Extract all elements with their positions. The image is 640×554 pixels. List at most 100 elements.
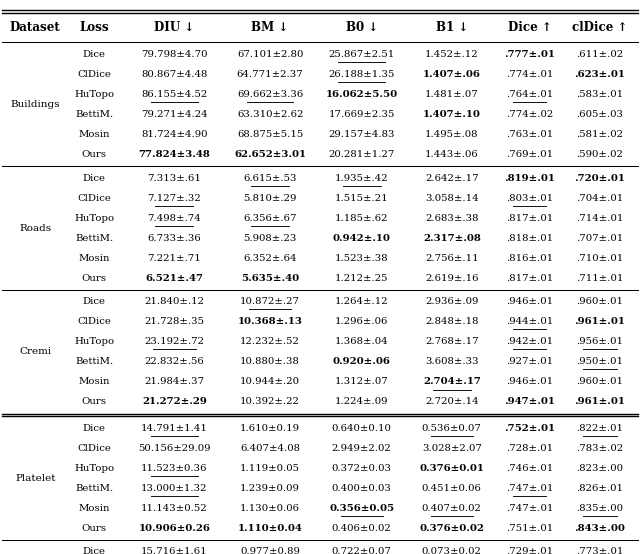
Text: ClDice: ClDice [77,70,111,79]
Text: .777±.01: .777±.01 [504,50,555,59]
Text: 6.352±.64: 6.352±.64 [243,254,297,263]
Text: .956±.01: .956±.01 [576,337,623,346]
Text: 0.406±0.02: 0.406±0.02 [332,524,392,533]
Text: Mosin: Mosin [79,254,110,263]
Text: 0.376±0.01: 0.376±0.01 [419,464,484,473]
Text: 1.452±.12: 1.452±.12 [425,50,479,59]
Text: 1.212±.25: 1.212±.25 [335,274,388,283]
Text: 1.481±.07: 1.481±.07 [425,90,479,99]
Text: .747±.01: .747±.01 [506,484,553,493]
Text: Cremi: Cremi [19,347,51,356]
Text: 7.498±.74: 7.498±.74 [148,214,202,223]
Text: 5.635±.40: 5.635±.40 [241,274,299,283]
Text: BettiM.: BettiM. [75,234,113,243]
Text: 0.451±0.06: 0.451±0.06 [422,484,482,493]
Text: 80.867±4.48: 80.867±4.48 [141,70,207,79]
Text: 21.840±.12: 21.840±.12 [145,297,204,306]
Text: 21.272±.29: 21.272±.29 [142,397,207,407]
Text: 26.188±1.35: 26.188±1.35 [328,70,395,79]
Text: 5.908±.23: 5.908±.23 [243,234,297,243]
Text: 3.058±.14: 3.058±.14 [425,193,479,203]
Text: 6.356±.67: 6.356±.67 [243,214,297,223]
Text: .773±.01: .773±.01 [576,547,623,554]
Text: Buildings: Buildings [11,100,60,109]
Text: 21.728±.35: 21.728±.35 [145,317,204,326]
Text: Mosin: Mosin [79,377,110,386]
Text: 1.110±0.04: 1.110±0.04 [237,524,303,533]
Text: 1.495±.08: 1.495±.08 [425,130,479,139]
Text: 11.143±0.52: 11.143±0.52 [141,504,208,513]
Text: .590±.02: .590±.02 [577,150,623,159]
Text: 2.720±.14: 2.720±.14 [425,397,479,407]
Text: 0.536±0.07: 0.536±0.07 [422,424,482,433]
Text: .942±.01: .942±.01 [506,337,553,346]
Text: 64.771±2.37: 64.771±2.37 [237,70,303,79]
Text: BettiM.: BettiM. [75,484,113,493]
Text: Dice: Dice [83,424,106,433]
Text: 25.867±2.51: 25.867±2.51 [328,50,395,59]
Text: 1.935±.42: 1.935±.42 [335,173,388,182]
Text: 23.192±.72: 23.192±.72 [145,337,204,346]
Text: .704±.01: .704±.01 [576,193,623,203]
Text: .960±.01: .960±.01 [576,377,623,386]
Text: Mosin: Mosin [79,130,110,139]
Text: 0.920±.06: 0.920±.06 [333,357,390,366]
Text: 7.313±.61: 7.313±.61 [147,173,202,182]
Text: .581±.02: .581±.02 [576,130,623,139]
Text: DIU ↓: DIU ↓ [154,21,195,34]
Text: 1.368±.04: 1.368±.04 [335,337,388,346]
Text: 1.264±.12: 1.264±.12 [335,297,388,306]
Text: HuTopo: HuTopo [74,214,115,223]
Text: .822±.01: .822±.01 [576,424,623,433]
Text: 69.662±3.36: 69.662±3.36 [237,90,303,99]
Text: .826±.01: .826±.01 [576,484,623,493]
Text: 1.523±.38: 1.523±.38 [335,254,388,263]
Text: .746±.01: .746±.01 [506,464,553,473]
Text: .927±.01: .927±.01 [506,357,553,366]
Text: Ours: Ours [82,274,107,283]
Text: HuTopo: HuTopo [74,337,115,346]
Text: .783±.02: .783±.02 [576,444,623,453]
Text: 13.000±1.32: 13.000±1.32 [141,484,208,493]
Text: .728±.01: .728±.01 [506,444,553,453]
Text: Dice: Dice [83,547,106,554]
Text: 1.296±.06: 1.296±.06 [335,317,388,326]
Text: 2.317±.08: 2.317±.08 [423,234,481,243]
Text: B0 ↓: B0 ↓ [346,21,378,34]
Text: 67.101±2.80: 67.101±2.80 [237,50,303,59]
Text: 0.372±0.03: 0.372±0.03 [332,464,392,473]
Text: 2.936±.09: 2.936±.09 [425,297,479,306]
Text: Mosin: Mosin [79,504,110,513]
Text: ClDice: ClDice [77,193,111,203]
Text: 86.155±4.52: 86.155±4.52 [141,90,207,99]
Text: .819±.01: .819±.01 [504,173,555,182]
Text: .605±.03: .605±.03 [576,110,623,119]
Text: .707±.01: .707±.01 [576,234,623,243]
Text: .711±.01: .711±.01 [576,274,623,283]
Text: 0.640±0.10: 0.640±0.10 [332,424,392,433]
Text: 6.407±4.08: 6.407±4.08 [240,444,300,453]
Text: .774±.01: .774±.01 [506,70,553,79]
Text: Ours: Ours [82,397,107,407]
Text: .817±.01: .817±.01 [506,214,553,223]
Text: .763±.01: .763±.01 [506,130,553,139]
Text: 62.652±3.01: 62.652±3.01 [234,150,306,159]
Text: .818±.01: .818±.01 [506,234,553,243]
Text: 1.224±.09: 1.224±.09 [335,397,388,407]
Text: 1.119±0.05: 1.119±0.05 [240,464,300,473]
Text: 0.942±.10: 0.942±.10 [333,234,390,243]
Text: .960±.01: .960±.01 [576,297,623,306]
Text: 79.798±4.70: 79.798±4.70 [141,50,208,59]
Text: 10.944±.20: 10.944±.20 [240,377,300,386]
Text: 1.239±0.09: 1.239±0.09 [240,484,300,493]
Text: 14.791±1.41: 14.791±1.41 [141,424,208,433]
Text: 77.824±3.48: 77.824±3.48 [138,150,211,159]
Text: 0.722±0.07: 0.722±0.07 [332,547,392,554]
Text: Ours: Ours [82,150,107,159]
Text: .752±.01: .752±.01 [504,424,555,433]
Text: 1.312±.07: 1.312±.07 [335,377,388,386]
Text: 10.880±.38: 10.880±.38 [240,357,300,366]
Text: .774±.02: .774±.02 [506,110,553,119]
Text: .751±.01: .751±.01 [506,524,553,533]
Text: 0.400±0.03: 0.400±0.03 [332,484,392,493]
